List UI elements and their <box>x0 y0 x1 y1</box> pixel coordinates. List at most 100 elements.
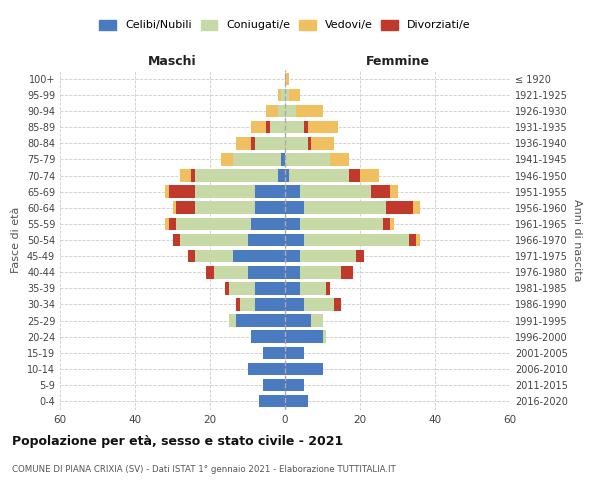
Bar <box>300 282 326 294</box>
Bar <box>390 218 394 230</box>
Bar <box>383 218 390 230</box>
Bar <box>285 72 289 85</box>
Bar <box>255 186 285 198</box>
Bar <box>176 218 251 230</box>
Bar <box>285 170 289 182</box>
Bar <box>409 234 416 246</box>
Text: Maschi: Maschi <box>148 56 197 68</box>
Bar <box>277 88 281 102</box>
Bar <box>285 234 304 246</box>
Bar <box>285 153 330 166</box>
Bar <box>304 234 409 246</box>
Bar <box>308 137 311 149</box>
Y-axis label: Fasce di età: Fasce di età <box>11 207 21 273</box>
Bar <box>236 314 285 327</box>
Bar <box>285 282 300 294</box>
Bar <box>259 395 285 407</box>
Text: Popolazione per età, sesso e stato civile - 2021: Popolazione per età, sesso e stato civil… <box>12 435 343 448</box>
Bar <box>285 105 296 118</box>
Bar <box>300 250 356 262</box>
Bar <box>248 234 285 246</box>
Bar <box>334 298 341 310</box>
Bar <box>326 282 330 294</box>
Bar <box>300 218 383 230</box>
Bar <box>195 170 277 182</box>
Bar <box>371 186 390 198</box>
Bar <box>285 314 311 327</box>
Bar <box>225 282 229 294</box>
Bar <box>195 202 255 214</box>
Y-axis label: Anni di nascita: Anni di nascita <box>572 198 581 281</box>
Bar <box>251 330 285 343</box>
Bar <box>360 170 379 182</box>
Bar <box>285 137 308 149</box>
Bar <box>233 153 281 166</box>
Bar <box>285 378 304 392</box>
Bar <box>277 105 285 118</box>
Bar <box>266 121 270 134</box>
Bar <box>341 266 353 278</box>
Bar <box>206 266 214 278</box>
Bar <box>311 137 334 149</box>
Bar <box>266 105 277 118</box>
Bar <box>270 121 285 134</box>
Bar <box>413 202 420 214</box>
Bar <box>187 250 195 262</box>
Text: Femmine: Femmine <box>365 56 430 68</box>
Bar <box>285 250 300 262</box>
Bar <box>180 234 248 246</box>
Bar <box>285 346 304 359</box>
Bar <box>349 170 360 182</box>
Bar <box>214 266 248 278</box>
Bar <box>248 362 285 375</box>
Bar <box>173 234 180 246</box>
Bar <box>285 202 304 214</box>
Bar <box>277 170 285 182</box>
Bar <box>233 250 285 262</box>
Bar <box>229 282 255 294</box>
Bar <box>255 137 285 149</box>
Bar <box>165 218 169 230</box>
Bar <box>390 186 398 198</box>
Bar <box>300 186 371 198</box>
Bar <box>285 362 323 375</box>
Bar <box>173 202 176 214</box>
Bar <box>285 298 304 310</box>
Bar <box>300 266 341 278</box>
Bar <box>356 250 364 262</box>
Bar <box>304 121 308 134</box>
Bar <box>285 266 300 278</box>
Bar <box>251 218 285 230</box>
Bar <box>255 282 285 294</box>
Bar <box>289 170 349 182</box>
Bar <box>281 88 285 102</box>
Bar <box>285 88 289 102</box>
Bar <box>285 121 304 134</box>
Bar <box>304 298 334 310</box>
Legend: Celibi/Nubili, Coniugati/e, Vedovi/e, Divorziati/e: Celibi/Nubili, Coniugati/e, Vedovi/e, Di… <box>100 20 470 30</box>
Bar <box>308 121 337 134</box>
Bar <box>311 314 323 327</box>
Bar <box>195 250 233 262</box>
Bar <box>169 218 176 230</box>
Bar <box>285 395 308 407</box>
Bar <box>195 186 255 198</box>
Bar <box>176 202 195 214</box>
Bar <box>240 298 255 310</box>
Bar <box>281 153 285 166</box>
Bar <box>296 105 323 118</box>
Bar <box>180 170 191 182</box>
Bar <box>330 153 349 166</box>
Bar <box>165 186 169 198</box>
Bar <box>285 218 300 230</box>
Bar <box>263 346 285 359</box>
Bar <box>386 202 413 214</box>
Bar <box>255 202 285 214</box>
Bar <box>229 314 236 327</box>
Bar <box>248 266 285 278</box>
Bar <box>263 378 285 392</box>
Bar <box>285 330 323 343</box>
Bar <box>169 186 195 198</box>
Bar <box>255 298 285 310</box>
Text: COMUNE DI PIANA CRIXIA (SV) - Dati ISTAT 1° gennaio 2021 - Elaborazione TUTTITAL: COMUNE DI PIANA CRIXIA (SV) - Dati ISTAT… <box>12 465 396 474</box>
